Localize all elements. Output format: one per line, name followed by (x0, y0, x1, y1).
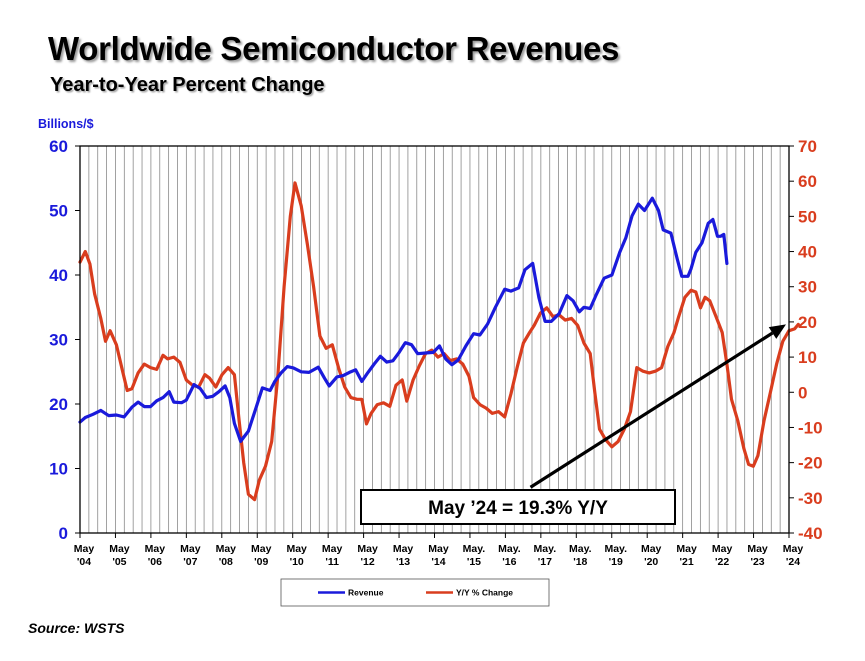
x-tick-label-month: May (322, 543, 343, 555)
right-tick-label: 50 (798, 207, 817, 226)
revenue-line (78, 196, 729, 443)
x-tick-label-year: '17 (538, 556, 552, 568)
x-tick-label-year: '09 (254, 556, 268, 568)
right-tick-label: 60 (798, 172, 817, 191)
x-tick-label-year: '14 (431, 556, 445, 568)
x-tick-label-month: May (216, 543, 237, 555)
x-tick-label-year: '11 (325, 556, 339, 568)
x-tick-label-year: '18 (573, 556, 587, 568)
left-tick-label: 30 (49, 331, 68, 350)
right-tick-label: -40 (798, 524, 823, 543)
plot-frame (79, 145, 790, 534)
right-axis-ticks: -40 -30 -20 -10 0 10 20 30 40 50 60 70 (789, 137, 823, 543)
x-axis-ticks: May'04May'05May'06May'07May'08May'09May'… (74, 533, 804, 568)
right-tick-label: 0 (798, 383, 807, 402)
left-tick-label: 40 (49, 266, 68, 285)
annotation-text: May ’24 = 19.3% Y/Y (428, 498, 608, 519)
chart-subtitle: Year-to-Year Percent Change (50, 74, 325, 96)
x-tick-label-month: May (428, 543, 449, 555)
x-tick-label-year: '23 (750, 556, 764, 568)
x-tick-label-year: '22 (715, 556, 729, 568)
x-tick-label-month: May. (463, 543, 486, 555)
series-lines (78, 181, 800, 502)
annotation: May ’24 = 19.3% Y/Y (360, 324, 786, 525)
left-axis-label: Billions/$ (38, 117, 94, 131)
x-tick-label-month: May (783, 543, 804, 555)
x-tick-label-month: May (109, 543, 130, 555)
left-axis-ticks: 0 10 20 30 40 50 60 (49, 137, 80, 543)
legend-revenue-label: Revenue (348, 588, 384, 598)
right-tick-label: -10 (798, 418, 823, 437)
right-tick-label: 20 (798, 313, 817, 332)
legend: Revenue Y/Y % Change (280, 578, 550, 607)
x-tick-label-year: '12 (361, 556, 375, 568)
x-tick-label-month: May (676, 543, 697, 555)
left-tick-label: 60 (49, 137, 68, 156)
source-note: Source: WSTS (28, 620, 125, 636)
x-tick-label-year: '15 (467, 556, 481, 568)
right-tick-label: -20 (798, 454, 823, 473)
x-tick-label-year: '21 (680, 556, 694, 568)
x-tick-label-month: May (357, 543, 378, 555)
right-tick-label: 30 (798, 278, 817, 297)
x-tick-label-month: May (286, 543, 307, 555)
annotation-arrow (529, 331, 774, 489)
right-tick-label: 70 (798, 137, 817, 156)
x-tick-label-year: '05 (112, 556, 126, 568)
left-tick-label: 50 (49, 202, 68, 221)
legend-yoy-label: Y/Y % Change (456, 588, 513, 598)
x-tick-label-year: '20 (644, 556, 658, 568)
x-tick-label-month: May (393, 543, 414, 555)
x-tick-label-month: May (180, 543, 201, 555)
x-tick-label-year: '13 (396, 556, 410, 568)
x-tick-label-month: May (712, 543, 733, 555)
x-tick-label-month: May. (604, 543, 627, 555)
right-tick-label: 40 (798, 243, 817, 262)
x-tick-label-year: '06 (148, 556, 162, 568)
x-tick-label-month: May. (534, 543, 557, 555)
x-tick-label-year: '07 (183, 556, 197, 568)
x-tick-label-month: May (74, 543, 95, 555)
x-tick-label-month: May (747, 543, 768, 555)
right-tick-label: -30 (798, 489, 823, 508)
x-tick-label-year: '24 (786, 556, 800, 568)
chart-title: Worldwide Semiconductor Revenues (48, 30, 620, 67)
x-tick-label-year: '04 (77, 556, 91, 568)
x-tick-label-year: '19 (609, 556, 623, 568)
annotation-arrowhead (768, 324, 786, 339)
left-tick-label: 20 (49, 395, 68, 414)
x-tick-label-year: '16 (502, 556, 516, 568)
x-tick-label-month: May. (498, 543, 521, 555)
x-tick-label-month: May (251, 543, 272, 555)
annotation-box (360, 489, 676, 525)
yoy-change-line (78, 181, 800, 502)
left-tick-label: 0 (59, 524, 68, 543)
x-tick-label-month: May. (569, 543, 592, 555)
x-tick-label-month: May (641, 543, 662, 555)
x-tick-label-month: May (145, 543, 166, 555)
left-tick-label: 10 (49, 460, 68, 479)
right-tick-label: 10 (798, 348, 817, 367)
grid-lines (88, 146, 781, 533)
x-tick-label-year: '10 (290, 556, 304, 568)
x-tick-label-year: '08 (219, 556, 233, 568)
